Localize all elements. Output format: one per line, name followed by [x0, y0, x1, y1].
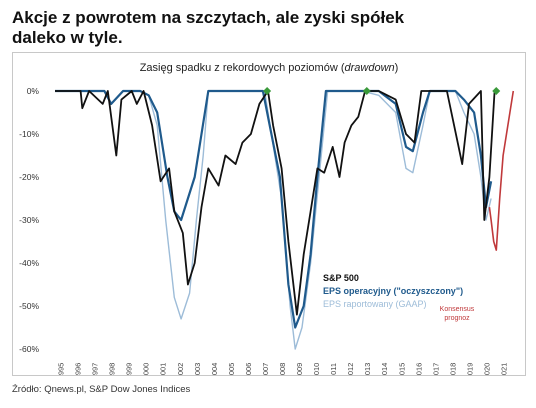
y-tick-label: -20% [19, 172, 39, 182]
chart-panel: Zasięg spadku z rekordowych poziomów (dr… [12, 52, 526, 376]
x-tick-label: 2007 [261, 363, 270, 375]
record-high-marker [362, 87, 371, 95]
sp500-line [55, 90, 496, 316]
drawdown-chart: Zasięg spadku z rekordowych poziomów (dr… [19, 62, 515, 375]
source-note: Źródło: Qnews.pl, S&P Dow Jones Indices [12, 384, 191, 395]
y-tick-label: -40% [19, 258, 39, 268]
y-tick-label: 0% [27, 86, 40, 96]
y-tick-label: -30% [19, 215, 39, 225]
x-tick-label: 2016 [414, 363, 423, 375]
x-axis-ticks: 1995 1996 1997 1998 1999 2000 2001 2002 2003 2004… [57, 363, 509, 375]
headline-line-1: Akcje z powrotem na szczytach, ale zyski… [12, 8, 405, 27]
x-tick-label: 2000 [142, 363, 151, 375]
x-tick-label: 2013 [363, 363, 372, 375]
x-tick-label: 2005 [227, 363, 236, 375]
x-tick-label: 2015 [397, 363, 406, 375]
y-axis-ticks: 0% -10% -20% -30% -40% -50% -60% [19, 86, 39, 354]
x-tick-label: 1998 [108, 363, 117, 375]
headline: Akcje z powrotem na szczytach, ale zyski… [12, 8, 522, 48]
x-tick-label: 2011 [329, 363, 338, 375]
x-tick-label: 2001 [159, 363, 168, 375]
consensus-line [488, 90, 515, 251]
x-tick-label: 2003 [193, 363, 202, 375]
x-tick-label: 2017 [431, 363, 440, 375]
legend-entry: S&P 500 [323, 273, 359, 283]
x-tick-label: 2012 [346, 363, 355, 375]
headline-line-2: daleko w tyle. [12, 28, 123, 47]
marker-layer [263, 87, 501, 95]
x-tick-label: 2008 [278, 363, 287, 375]
x-tick-label: 2006 [244, 363, 253, 375]
x-tick-label: 2009 [295, 363, 304, 375]
legend: S&P 500 EPS operacyjny ("oczyszczony") EPS… [323, 273, 463, 309]
x-tick-label: 2014 [380, 363, 389, 375]
record-high-marker [263, 87, 272, 95]
x-tick-label: 2020 [482, 363, 491, 375]
chart-title: Zasięg spadku z rekordowych poziomów (dr… [140, 62, 399, 74]
x-tick-label: 2002 [176, 363, 185, 375]
x-tick-label: 2004 [210, 363, 219, 375]
legend-entry: EPS raportowany (GAAP) [323, 299, 427, 309]
record-high-marker [492, 87, 501, 95]
legend-entry: EPS operacyjny ("oczyszczony") [323, 286, 463, 296]
y-tick-label: -10% [19, 129, 39, 139]
chart-title-main: Zasięg spadku z rekordowych poziomów ( [140, 62, 345, 74]
x-tick-label: 1996 [74, 363, 83, 375]
x-tick-label: 2019 [465, 363, 474, 375]
x-tick-label: 1999 [125, 363, 134, 375]
chart-title-end: ) [395, 62, 399, 74]
y-tick-label: -50% [19, 301, 39, 311]
x-tick-label: 2018 [448, 363, 457, 375]
consensus-annotation-line-1: Konsensus [440, 306, 475, 313]
chart-title-italic: drawdown [345, 62, 395, 74]
consensus-annotation-line-2: prognoz [444, 315, 470, 322]
x-tick-label: 1997 [91, 363, 100, 375]
x-tick-label: 1995 [57, 363, 66, 375]
x-tick-label: 2021 [499, 363, 508, 375]
x-tick-label: 2010 [312, 363, 321, 375]
series-layer [55, 89, 515, 350]
y-tick-label: -60% [19, 344, 39, 354]
